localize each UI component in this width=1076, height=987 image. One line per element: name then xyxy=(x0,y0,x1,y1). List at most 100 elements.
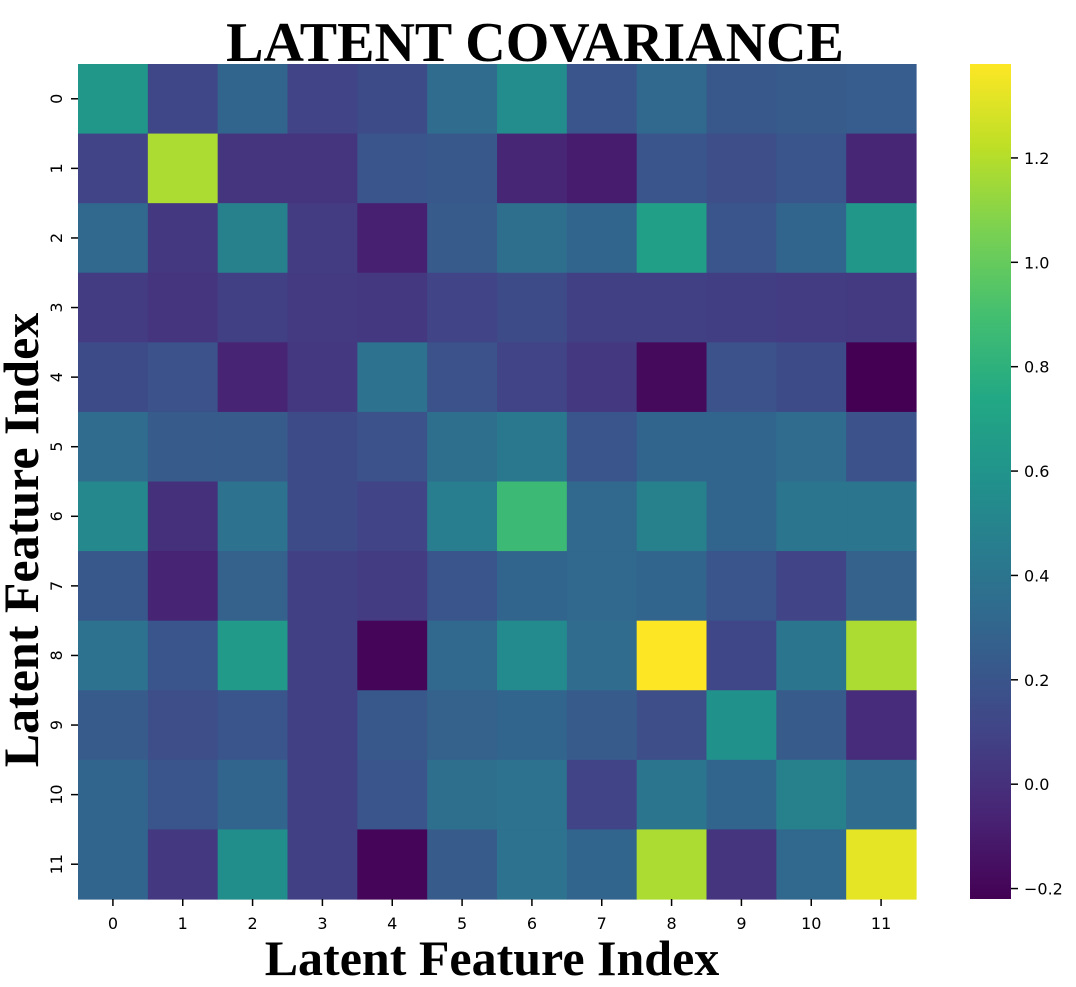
heatmap-cell-r5-c3 xyxy=(287,411,358,483)
heatmap-cell-r1-c5 xyxy=(427,133,498,204)
heatmap-cell-r7-c9 xyxy=(706,551,777,622)
heatmap-cell-r5-c6 xyxy=(497,411,568,483)
heatmap-cell-r7-c11 xyxy=(846,551,917,622)
heatmap-cell-r10-c3 xyxy=(287,759,358,831)
heatmap-cell-r0-c7 xyxy=(566,64,638,135)
y-axis-ticks: 0 1 2 3 4 5 6 7 8 9 10 11 xyxy=(47,94,78,874)
heatmap-cell-r6-c10 xyxy=(776,481,847,552)
heatmap-cell-r9-c4 xyxy=(357,690,428,761)
heatmap-cell-r2-c1 xyxy=(147,203,219,274)
x-tick-label: 6 xyxy=(527,914,537,933)
heatmap-cell-r3-c11 xyxy=(846,272,917,343)
heatmap-cell-r9-c11 xyxy=(846,690,917,761)
heatmap-cell-r6-c7 xyxy=(566,481,638,552)
y-tick-label: 10 xyxy=(47,784,66,804)
chart-title: LATENT COVARIANCE xyxy=(226,12,844,74)
heatmap-cell-r11-c4 xyxy=(357,829,428,900)
heatmap-cell-r7-c0 xyxy=(78,551,149,622)
heatmap-cell-r9-c10 xyxy=(776,690,847,761)
heatmap-cell-r11-c3 xyxy=(287,829,358,900)
heatmap-cell-r4-c7 xyxy=(566,342,638,413)
x-tick-label: 0 xyxy=(108,914,118,933)
y-tick-label: 0 xyxy=(47,94,66,104)
heatmap-cell-r8-c9 xyxy=(706,620,777,691)
heatmap-cell-r11-c10 xyxy=(776,829,847,900)
heatmap-cell-r5-c5 xyxy=(427,411,498,483)
x-tick-label: 7 xyxy=(597,914,607,933)
x-tick-label: 10 xyxy=(801,914,821,933)
heatmap-cell-r9-c3 xyxy=(287,690,358,761)
x-tick-label: 2 xyxy=(247,914,257,933)
heatmap-cell-r2-c10 xyxy=(776,203,847,274)
heatmap-cell-r10-c4 xyxy=(357,759,428,831)
heatmap-cell-r9-c1 xyxy=(147,690,219,761)
heatmap-cell-r8-c3 xyxy=(287,620,358,691)
heatmap-cell-r10-c0 xyxy=(78,759,149,831)
heatmap-cell-r7-c7 xyxy=(566,551,638,622)
heatmap-cell-r3-c0 xyxy=(78,272,149,343)
heatmap-cell-r4-c8 xyxy=(636,342,708,413)
heatmap-cell-r3-c6 xyxy=(497,272,568,343)
colorbar-tick-label: 1.0 xyxy=(1024,253,1049,272)
heatmap-cell-r2-c9 xyxy=(706,203,777,274)
heatmap-cell-r2-c7 xyxy=(566,203,638,274)
heatmap-cell-r8-c0 xyxy=(78,620,149,691)
heatmap-cell-r4-c5 xyxy=(427,342,498,413)
y-tick-label: 7 xyxy=(47,581,66,591)
heatmap-cell-r1-c3 xyxy=(287,133,358,204)
heatmap-cell-r0-c3 xyxy=(287,64,358,135)
y-tick-label: 8 xyxy=(47,650,66,660)
heatmap-cell-r3-c2 xyxy=(217,272,289,343)
heatmap-cell-r8-c10 xyxy=(776,620,847,691)
heatmap-cell-r7-c6 xyxy=(497,551,568,622)
heatmap-cell-r5-c4 xyxy=(357,411,428,483)
y-tick-label: 2 xyxy=(47,233,66,243)
heatmap-cell-r11-c11 xyxy=(846,829,917,900)
y-tick-label: 4 xyxy=(47,372,66,382)
heatmap-cell-r5-c7 xyxy=(566,411,638,483)
x-tick-label: 8 xyxy=(666,914,676,933)
colorbar-tick-label: 0.0 xyxy=(1024,775,1049,794)
heatmap-cell-r0-c2 xyxy=(217,64,289,135)
x-tick-label: 4 xyxy=(387,914,397,933)
heatmap-cell-r5-c10 xyxy=(776,411,847,483)
heatmap-cell-r8-c2 xyxy=(217,620,289,691)
heatmap-cell-r3-c8 xyxy=(636,272,708,343)
heatmap-cell-r4-c9 xyxy=(706,342,777,413)
colorbar xyxy=(970,64,1011,899)
heatmap-cell-r9-c9 xyxy=(706,690,777,761)
heatmap-cell-r11-c5 xyxy=(427,829,498,900)
heatmap-cell-r1-c2 xyxy=(217,133,289,204)
heatmap-cell-r3-c7 xyxy=(566,272,638,343)
colorbar-ticks: −0.2 0.0 0.2 0.4 0.6 0.8 1.0 1.2 xyxy=(1011,149,1063,899)
heatmap-cell-r9-c8 xyxy=(636,690,708,761)
heatmap-cell-r6-c3 xyxy=(287,481,358,552)
heatmap-cell-r11-c1 xyxy=(147,829,219,900)
colorbar-tick-label: −0.2 xyxy=(1024,880,1063,899)
heatmap-cell-r0-c5 xyxy=(427,64,498,135)
heatmap-cell-r1-c11 xyxy=(846,133,917,204)
heatmap-cell-r6-c2 xyxy=(217,481,289,552)
heatmap-cell-r4-c11 xyxy=(846,342,917,413)
heatmap-cells xyxy=(78,64,917,900)
heatmap-cell-r0-c4 xyxy=(357,64,428,135)
heatmap-cell-r10-c7 xyxy=(566,759,638,831)
heatmap-cell-r11-c6 xyxy=(497,829,568,900)
heatmap-cell-r4-c1 xyxy=(147,342,219,413)
heatmap-cell-r1-c10 xyxy=(776,133,847,204)
heatmap-cell-r1-c9 xyxy=(706,133,777,204)
heatmap-cell-r2-c6 xyxy=(497,203,568,274)
heatmap-cell-r9-c0 xyxy=(78,690,149,761)
heatmap-cell-r7-c10 xyxy=(776,551,847,622)
heatmap-cell-r10-c2 xyxy=(217,759,289,831)
y-tick-label: 5 xyxy=(47,442,66,452)
heatmap-cell-r6-c5 xyxy=(427,481,498,552)
heatmap-cell-r1-c6 xyxy=(497,133,568,204)
heatmap-cell-r0-c1 xyxy=(147,64,219,135)
heatmap-cell-r10-c8 xyxy=(636,759,708,831)
heatmap-cell-r11-c0 xyxy=(78,829,149,900)
heatmap-cell-r7-c4 xyxy=(357,551,428,622)
heatmap-cell-r5-c0 xyxy=(78,411,149,483)
heatmap-cell-r3-c1 xyxy=(147,272,219,343)
